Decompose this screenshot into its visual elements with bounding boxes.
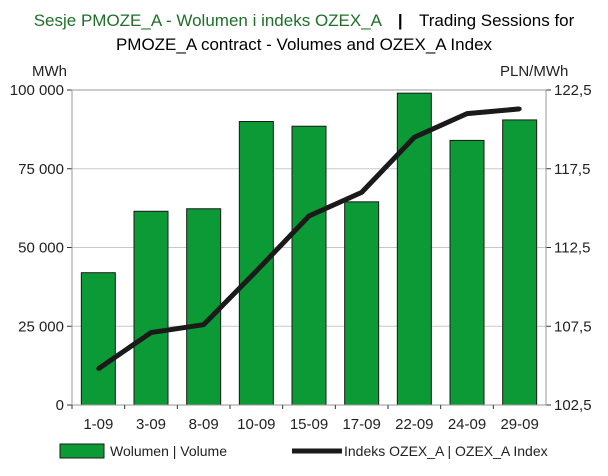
chart-title-line1: Sesje PMOZE_A - Wolumen i indeks OZEX_A … — [34, 11, 575, 30]
axes: 0 25 000 50 000 75 000 100 000 102,5 107,5 112,… — [10, 82, 592, 433]
index-point — [307, 214, 311, 218]
plot-area-border — [71, 89, 547, 406]
y-left-axis-label: MWh — [32, 63, 67, 80]
x-tick-label: 10-09 — [237, 416, 275, 433]
volume-bar — [396, 92, 432, 406]
y-right-tick-label: 117,5 — [554, 161, 590, 178]
index-point — [96, 366, 101, 371]
volume-bars — [80, 92, 538, 406]
volume-bar — [449, 139, 485, 406]
y-right-tick-label: 112,5 — [554, 240, 590, 257]
y-left-tick-label: 100 000 — [10, 82, 64, 99]
volume-bar — [133, 210, 169, 406]
volume-bar — [291, 125, 327, 406]
y-right-tick-label: 102,5 — [554, 397, 592, 414]
y-left-tick-label: 25 000 — [18, 318, 64, 335]
index-point — [254, 269, 259, 274]
volume-bar — [80, 272, 116, 406]
x-tick-label: 3-09 — [136, 416, 166, 433]
legend-volume-label: Wolumen | Volume — [110, 443, 227, 459]
x-tick-label: 22-09 — [395, 416, 433, 433]
chart-title-pl: Sesje PMOZE_A - Wolumen i indeks OZEX_A — [34, 11, 383, 30]
y-left-tick-label: 0 — [56, 397, 64, 414]
x-tick-label: 1-09 — [83, 416, 113, 433]
index-point — [359, 190, 364, 195]
index-point — [465, 111, 469, 116]
x-tick-label: 8-09 — [189, 416, 219, 433]
y-left-tick-label: 75 000 — [18, 161, 64, 178]
chart-title-separator: | — [398, 11, 403, 30]
legend-volume-swatch — [59, 443, 105, 459]
volume-bar — [186, 208, 222, 406]
index-point — [412, 135, 417, 140]
chart-title-en-line1: Trading Sessions for — [419, 11, 575, 30]
volume-bar — [344, 201, 380, 406]
index-line — [96, 106, 522, 371]
x-tick-label: 24-09 — [448, 416, 486, 433]
x-tick-label: 29-09 — [500, 416, 538, 433]
x-tick-label: 15-09 — [290, 416, 328, 433]
x-tick-label: 17-09 — [342, 416, 380, 433]
index-point — [201, 322, 206, 327]
y-right-tick-label: 122,5 — [554, 82, 592, 99]
legend: Wolumen | Volume Indeks OZEX_A | OZEX_A I… — [59, 443, 548, 459]
chart-title-en-line2: PMOZE_A contract - Volumes and OZEX_A In… — [116, 35, 493, 54]
index-point — [517, 106, 522, 111]
volume-bar — [238, 121, 274, 406]
y-right-axis-label: PLN/MWh — [500, 63, 568, 80]
index-point — [149, 330, 153, 335]
volume-bar — [502, 119, 538, 406]
legend-index-label: Indeks OZEX_A | OZEX_A Index — [344, 443, 548, 459]
y-left-tick-label: 50 000 — [18, 240, 64, 257]
y-right-tick-label: 107,5 — [554, 318, 592, 335]
